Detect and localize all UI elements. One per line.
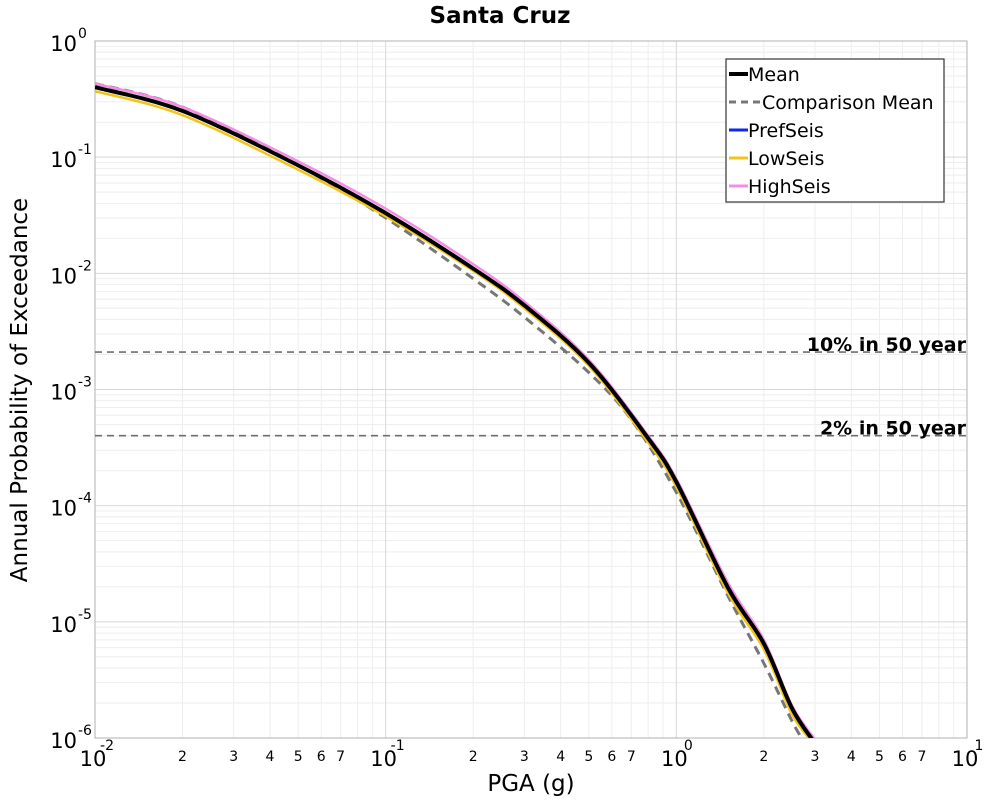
x-axis-label: PGA (g) — [487, 771, 574, 797]
y-tick-exponent: -5 — [78, 607, 92, 623]
y-tick-label: 10 — [50, 497, 77, 521]
x-minor-tick-label: 6 — [898, 749, 907, 765]
series-line-highseis — [95, 82, 816, 738]
plot-area-frame — [94, 40, 968, 739]
y-tick-exponent: -1 — [78, 142, 92, 158]
x-tick-label: 10 — [80, 747, 107, 771]
y-tick-exponent: -3 — [78, 375, 92, 391]
x-minor-tick-label: 7 — [918, 749, 927, 765]
legend-label-prefseis: PrefSeis — [748, 120, 824, 142]
x-minor-tick-label: 3 — [229, 749, 238, 765]
chart-title: Santa Cruz — [430, 3, 571, 29]
reference-line-label: 10% in 50 year — [807, 334, 967, 356]
x-minor-tick-label: 4 — [266, 749, 275, 765]
series-line-mean — [95, 85, 814, 738]
x-minor-tick-label: 3 — [520, 749, 529, 765]
x-tick-exponent: -1 — [391, 738, 405, 754]
x-minor-tick-label: 6 — [607, 749, 616, 765]
x-minor-tick-label: 2 — [469, 749, 478, 765]
x-minor-tick-label: 5 — [584, 749, 593, 765]
legend-label-highseis: HighSeis — [748, 176, 831, 198]
x-minor-tick-label: 4 — [556, 749, 565, 765]
legend-box — [725, 58, 945, 203]
y-tick-label: 10 — [50, 729, 77, 753]
x-tick-exponent: 0 — [684, 738, 693, 754]
y-tick-exponent: -2 — [78, 258, 92, 274]
x-minor-tick-label: 5 — [875, 749, 884, 765]
x-minor-tick-label: 2 — [759, 749, 768, 765]
x-minor-tick-label: 6 — [317, 749, 326, 765]
y-tick-label: 10 — [50, 613, 77, 637]
series-line-comparison-mean — [95, 82, 804, 738]
x-minor-tick-label: 4 — [847, 749, 856, 765]
x-tick-exponent: -2 — [100, 738, 114, 754]
series-line-lowseis — [95, 89, 811, 738]
y-tick-label: 10 — [50, 148, 77, 172]
x-tick-label: 10 — [661, 747, 688, 771]
x-minor-tick-label: 7 — [627, 749, 636, 765]
y-tick-label: 10 — [50, 32, 77, 56]
y-tick-label: 10 — [50, 264, 77, 288]
x-tick-label: 10 — [952, 747, 979, 771]
y-tick-exponent: -4 — [78, 491, 92, 507]
reference-line-label: 2% in 50 year — [820, 418, 967, 440]
series-lines — [95, 82, 816, 738]
reference-lines: 10% in 50 year 2% in 50 year — [95, 334, 967, 440]
legend-label-mean: Mean — [748, 64, 800, 86]
legend-label-lowseis: LowSeis — [748, 148, 824, 170]
x-tick-label: 10 — [370, 747, 397, 771]
legend-label-comparison-mean: Comparison Mean — [762, 92, 934, 114]
y-tick-exponent: -6 — [78, 723, 92, 739]
x-minor-tick-label: 3 — [811, 749, 820, 765]
x-minor-tick-label: 2 — [178, 749, 187, 765]
x-minor-tick-label: 7 — [336, 749, 345, 765]
x-minor-tick-label: 5 — [294, 749, 303, 765]
legend: Mean Comparison Mean PrefSeis LowSeis HighSe… — [725, 58, 945, 203]
y-axis-label: Annual Probability of Exceedance — [7, 198, 33, 582]
grid-lines — [94, 40, 968, 739]
x-tick-exponent: 1 — [975, 738, 984, 754]
y-tick-label: 10 — [50, 381, 77, 405]
y-tick-exponent: 0 — [78, 26, 87, 42]
